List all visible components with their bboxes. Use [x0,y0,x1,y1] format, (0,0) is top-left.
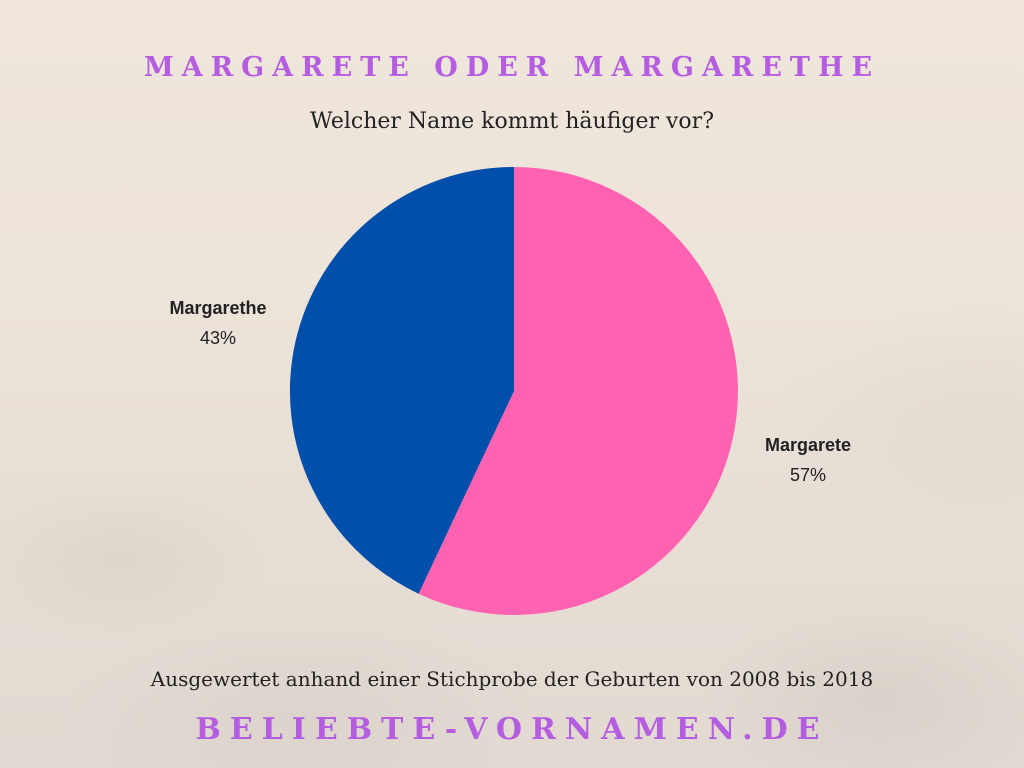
slice-label-margarethe: Margarethe 43% [148,297,288,349]
chart-subtitle: Welcher Name kommt häufiger vor? [310,109,714,134]
pie-slice-margarete [418,167,738,615]
chart-title: MARGARETE ODER MARGARETHE [143,52,881,83]
data-source-note: Ausgewertet anhand einer Stichprobe der … [150,667,874,691]
brand-website: BELIEBTE-VORNAMEN.DE [195,712,829,747]
slice-label-margarete: Margarete 57% [738,434,878,486]
slice-label-percent: 43% [199,328,237,348]
pie-slice-margarethe [289,166,514,594]
slice-label-percent: 57% [789,465,827,485]
slice-label-name: Margarethe [169,298,267,318]
slice-label-name: Margarete [764,435,852,455]
